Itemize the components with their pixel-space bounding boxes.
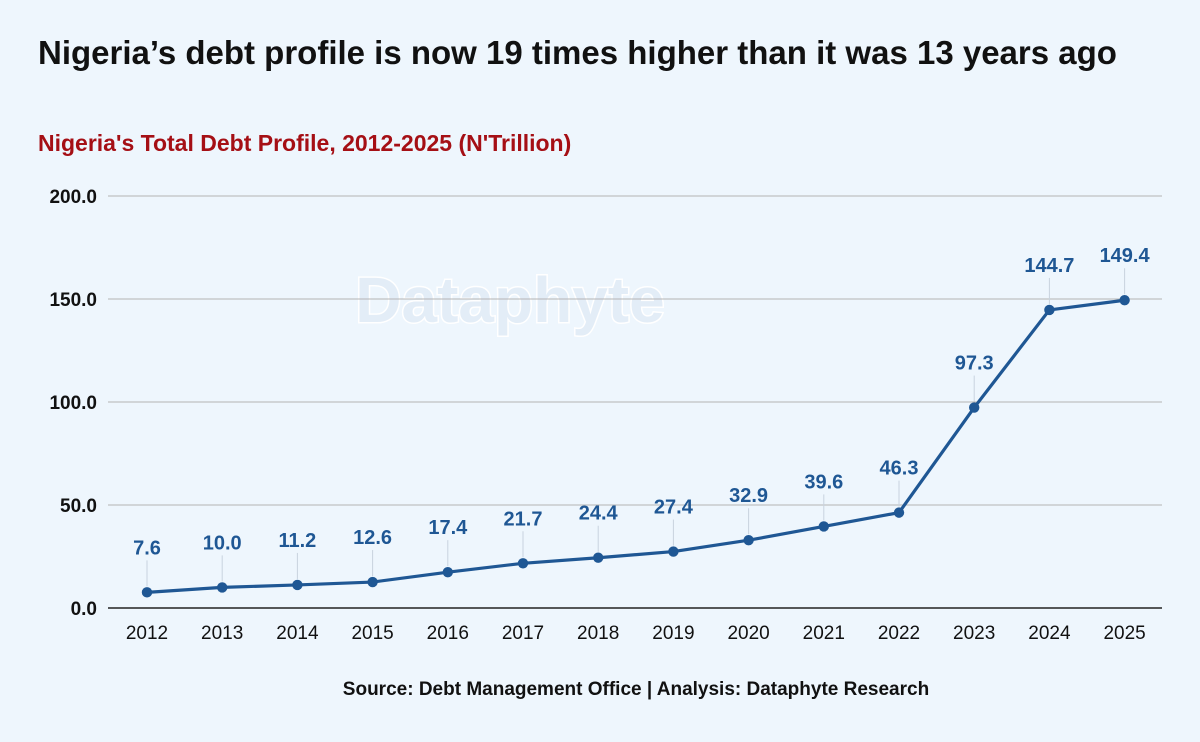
x-tick-label: 2017 (502, 623, 544, 644)
y-axis-ticks: 0.0 50.0 100.0 150.0 200.0 (49, 187, 97, 620)
debt-series-line (146, 298, 1125, 594)
y-tick-label: 50.0 (60, 496, 97, 517)
data-label: 11.2 (278, 530, 316, 552)
data-point (442, 566, 453, 578)
data-label: 39.6 (804, 471, 843, 493)
x-tick-label: 2019 (652, 623, 694, 644)
data-points (141, 295, 1130, 598)
x-tick-label: 2023 (953, 623, 995, 644)
data-label: 10.0 (203, 532, 242, 554)
y-tick-label: 200.0 (49, 187, 97, 208)
chart-subtitle: Nigeria's Total Debt Profile, 2012-2025 … (38, 130, 572, 156)
x-tick-label: 2013 (201, 623, 243, 644)
x-tick-label: 2024 (1028, 623, 1071, 644)
x-tick-label: 2015 (351, 623, 393, 644)
y-tick-label: 100.0 (49, 393, 97, 414)
data-label: 21.7 (504, 508, 543, 530)
x-tick-label: 2018 (577, 623, 619, 644)
x-tick-label: 2016 (427, 623, 469, 644)
data-label: 24.4 (579, 503, 619, 525)
data-label: 7.6 (133, 537, 161, 559)
data-label: 32.9 (729, 485, 768, 507)
series-line (146, 298, 1125, 594)
data-label: 149.4 (1100, 245, 1151, 267)
data-point (517, 558, 529, 569)
data-point (1044, 304, 1055, 316)
data-point (818, 521, 829, 532)
data-label: 17.4 (428, 517, 468, 539)
x-tick-label: 2020 (727, 623, 769, 644)
x-tick-label: 2021 (803, 623, 845, 644)
data-label: 97.3 (955, 353, 994, 375)
x-tick-label: 2025 (1103, 623, 1145, 644)
data-label: 27.4 (654, 497, 694, 519)
x-tick-label: 2014 (276, 623, 319, 644)
source-note: Source: Debt Management Office | Analysi… (342, 679, 930, 700)
data-point (1119, 295, 1130, 306)
chart-title: Nigeria’s debt profile is now 19 times h… (38, 34, 1117, 71)
data-point (893, 507, 905, 518)
data-point (292, 579, 303, 591)
data-point (743, 535, 754, 546)
gridlines (108, 195, 1162, 609)
data-label: 12.6 (353, 527, 392, 549)
y-tick-label: 0.0 (71, 599, 97, 620)
watermark: Dataphyte (355, 264, 664, 336)
data-label: 144.7 (1024, 255, 1074, 277)
data-point (367, 576, 378, 588)
label-leaders (146, 268, 1126, 587)
data-label: 46.3 (880, 458, 919, 480)
y-tick-label: 150.0 (49, 290, 97, 311)
data-point (217, 582, 228, 593)
data-labels: 7.6 10.0 11.2 12.6 17.4 21.7 24.4 27.4 32.9 39.6 4… (133, 245, 1150, 559)
x-tick-label: 2022 (878, 623, 920, 644)
x-tick-label: 2012 (126, 623, 168, 644)
data-point (969, 402, 980, 413)
data-point (593, 552, 604, 563)
x-axis-ticks: 2012 2013 2014 2015 2016 2017 2018 2019 2020 2021… (126, 623, 1146, 644)
data-point (668, 546, 679, 557)
data-point (141, 587, 153, 598)
